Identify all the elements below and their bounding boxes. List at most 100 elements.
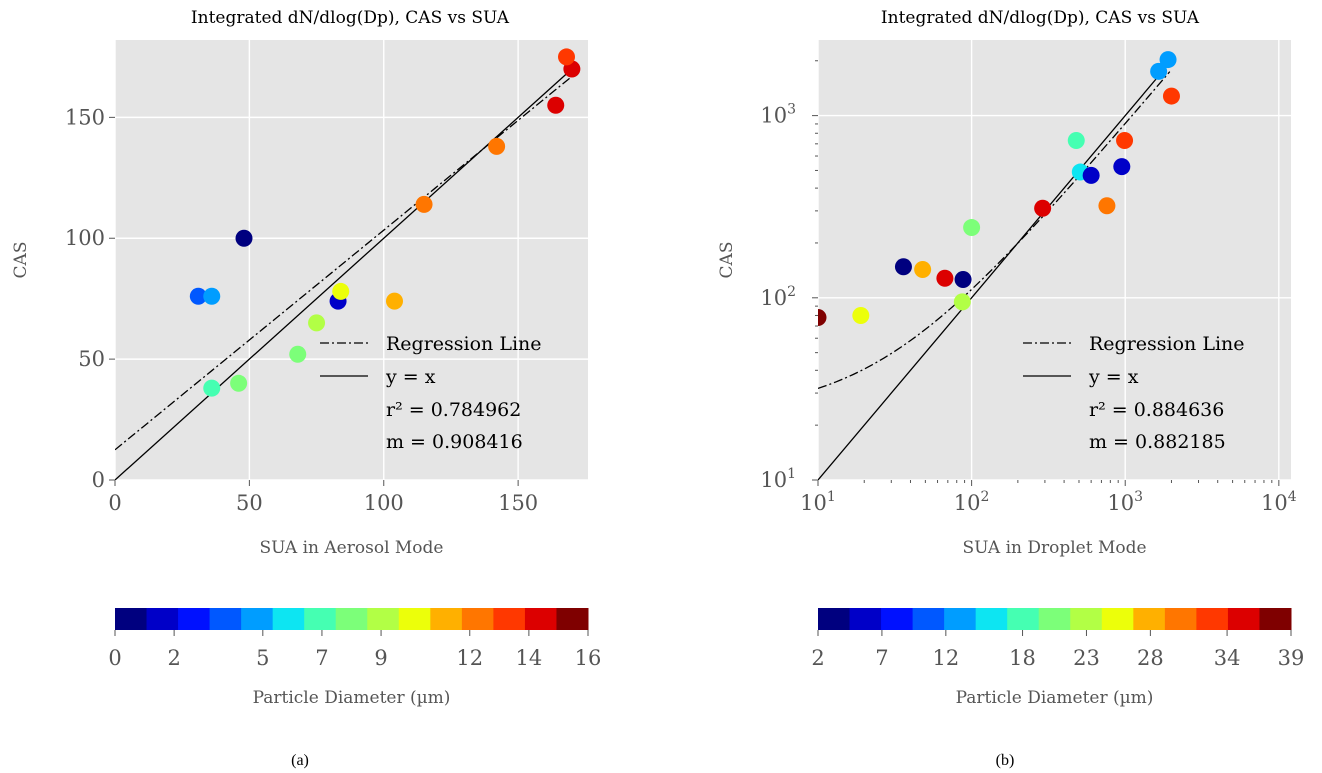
colorbar-segment: [849, 608, 882, 630]
x-tick-label: 103: [1107, 489, 1143, 515]
x-tick-exponent: 2: [981, 489, 990, 505]
data-point: [1082, 166, 1100, 184]
colorbar-tick-label: 39: [1278, 646, 1305, 670]
colorbar-tick-label: 16: [575, 646, 602, 670]
colorbar-segment: [1070, 608, 1103, 630]
y-tick-label: 101: [760, 466, 796, 492]
identity-line: [115, 68, 573, 480]
data-point: [332, 282, 350, 300]
data-point: [230, 374, 248, 392]
colorbar-tick-label: 28: [1137, 646, 1164, 670]
data-point: [235, 229, 253, 247]
y-tick-label: 102: [760, 284, 796, 310]
colorbar-tick-label: 34: [1214, 646, 1241, 670]
data-point: [308, 314, 326, 332]
x-tick-label: 104: [1261, 489, 1297, 515]
data-point: [914, 261, 932, 279]
colorbar-segment: [272, 608, 305, 630]
colorbar-tick-label: 18: [1009, 646, 1036, 670]
data-point: [203, 287, 221, 305]
legend-slope-label: m = 0.882185: [1089, 431, 1226, 453]
colorbar-tick-label: 14: [516, 646, 543, 670]
chart-panel-2: 101 102 103 104 101 102 103 Integrated dN/dlog(…: [717, 8, 1304, 769]
colorbar-segment: [115, 608, 148, 630]
panel-caption: (b): [996, 752, 1015, 769]
x-axis-label: SUA in Droplet Mode: [962, 538, 1146, 558]
colorbar-segment: [912, 608, 945, 630]
line-layer: [818, 62, 1171, 480]
colorbar-segment: [146, 608, 179, 630]
data-point: [289, 345, 307, 363]
colorbar-segment: [1196, 608, 1229, 630]
legend-r2-label: r² = 0.784962: [386, 399, 521, 421]
data-point: [953, 293, 971, 311]
colorbar-segment: [1038, 608, 1071, 630]
chart-title: Integrated dN/dlog(Dp), CAS vs SUA: [881, 8, 1200, 28]
colorbar-label: Particle Diameter (µm): [956, 688, 1154, 708]
x-axis-label: SUA in Aerosol Mode: [259, 538, 443, 558]
panel-caption: (a): [291, 752, 309, 769]
data-point: [1113, 158, 1131, 176]
colorbar-segment: [430, 608, 463, 630]
data-point: [963, 219, 981, 237]
data-point: [818, 308, 827, 326]
colorbar-segment: [367, 608, 400, 630]
colorbar-segment: [209, 608, 242, 630]
x-tick-label: 0: [108, 491, 121, 515]
colorbar-segment: [335, 608, 368, 630]
y-tick-exponent: 1: [787, 466, 796, 482]
data-point: [1067, 132, 1085, 150]
plot-background: [818, 40, 1291, 480]
point-layer: [189, 48, 581, 397]
colorbar-tick-label: 2: [167, 646, 180, 670]
data-point: [415, 195, 433, 213]
data-point: [558, 48, 575, 66]
regression-line: [115, 75, 573, 451]
colorbar-tick-label: 5: [256, 646, 269, 670]
colorbar-label: Particle Diameter (µm): [253, 688, 451, 708]
y-tick-label: 103: [760, 102, 796, 128]
legend-slope-label: m = 0.908416: [386, 431, 523, 453]
colorbar-segment: [1133, 608, 1166, 630]
data-point: [203, 379, 221, 397]
legend-identity-label: y = x: [385, 366, 436, 388]
colorbar-tick-label: 12: [932, 646, 959, 670]
data-point: [547, 96, 565, 114]
colorbar-segment: [556, 608, 589, 630]
colorbar-tick-label: 0: [108, 646, 121, 670]
data-point: [1116, 132, 1134, 150]
plot-background: [115, 40, 588, 480]
colorbar-segment: [304, 608, 337, 630]
y-tick-label: 0: [92, 468, 105, 492]
x-tick-label: 100: [364, 491, 404, 515]
colorbar-segment: [398, 608, 431, 630]
x-tick-exponent: 3: [1134, 489, 1143, 505]
legend-identity-label: y = x: [1088, 366, 1139, 388]
colorbar-segment: [881, 608, 914, 630]
data-point: [936, 269, 954, 287]
colorbar-segment: [178, 608, 211, 630]
colorbar-segment: [241, 608, 274, 630]
legend-r2-label: r² = 0.884636: [1089, 399, 1224, 421]
data-point: [954, 271, 972, 289]
colorbar-segment: [1259, 608, 1292, 630]
colorbar-tick-label: 2: [811, 646, 824, 670]
colorbar-segment: [1227, 608, 1260, 630]
x-tick-label: 50: [236, 491, 263, 515]
colorbar-tick-label: 7: [315, 646, 328, 670]
y-axis-label: CAS: [717, 242, 737, 279]
x-tick-label: 150: [498, 491, 538, 515]
colorbar-segment: [1101, 608, 1134, 630]
colorbar-tick-label: 9: [374, 646, 387, 670]
y-tick-label: 50: [78, 347, 105, 371]
legend-regression-label: Regression Line: [1089, 333, 1245, 355]
colorbar-segment: [524, 608, 557, 630]
data-point: [1034, 199, 1052, 217]
colorbar-segment: [493, 608, 526, 630]
point-layer: [818, 51, 1180, 326]
colorbar-segment: [975, 608, 1008, 630]
x-tick-exponent: 1: [827, 489, 836, 505]
colorbar-tick-label: 12: [456, 646, 483, 670]
colorbar-tick-label: 7: [875, 646, 888, 670]
